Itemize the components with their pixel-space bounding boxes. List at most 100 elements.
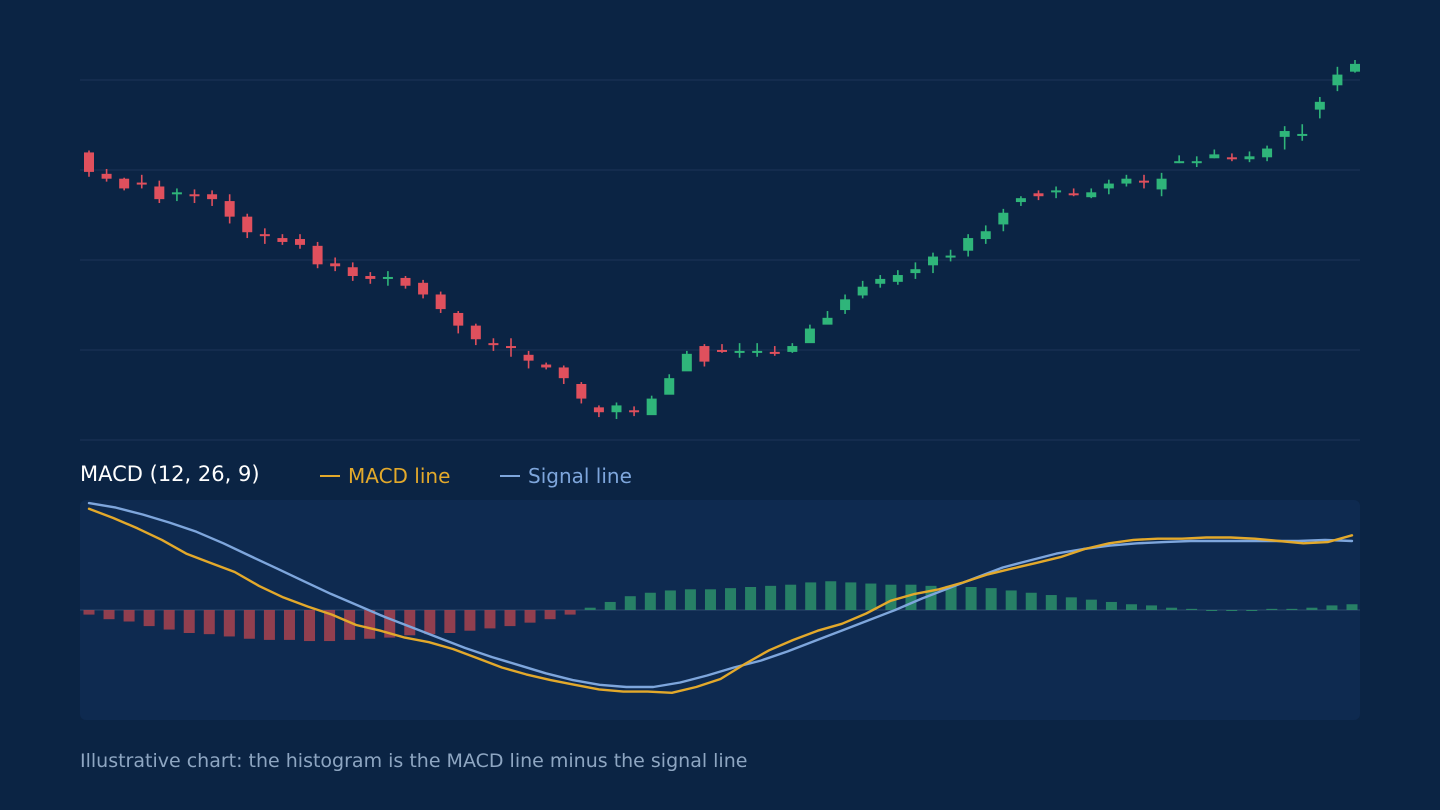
histogram-bar-positive [785,584,797,610]
candle-down [365,276,376,279]
histogram-bar-positive [624,596,636,610]
candle-down [506,346,516,349]
candle-down [1033,193,1044,197]
candle-down [189,194,200,197]
candle-up [1086,192,1097,198]
candle-up [646,398,657,416]
histogram-bar-positive [1005,590,1017,610]
candle-down [488,343,499,346]
candle-up [1051,190,1062,193]
histogram-bar-positive [1246,610,1258,611]
candle-up [1244,156,1255,160]
histogram-bar-negative [484,610,496,629]
candle-down [470,325,481,340]
chart-caption: Illustrative chart: the histogram is the… [80,750,748,772]
histogram-bar-positive [765,585,777,610]
candle-up [787,346,798,352]
candle-up [1015,198,1026,203]
histogram-bar-positive [604,601,616,610]
candle-up [171,192,182,195]
histogram-bar-positive [1346,604,1358,610]
histogram-bar-positive [805,582,817,610]
candle-down [207,194,218,200]
histogram-bar-positive [644,592,656,610]
histogram-bar-negative [283,610,295,640]
histogram-bar-positive [1266,608,1278,610]
candle-down [136,182,147,185]
histogram-bar-positive [1045,595,1057,610]
candle-up [1262,148,1273,158]
histogram-bar-positive [725,588,737,610]
histogram-bar-positive [664,590,676,610]
candle-up [998,212,1009,225]
histogram-bar-negative [263,610,275,640]
histogram-bar-negative [123,610,135,622]
candle-up [382,276,393,279]
candle-down [224,201,235,217]
candle-down [259,234,270,237]
histogram-bar-negative [344,610,356,640]
histogram-bar-positive [1125,604,1137,610]
candle-up [963,238,974,251]
candle-down [1139,180,1149,183]
candle-down [277,238,288,242]
candle-up [1191,161,1202,164]
legend-macd-swatch [320,475,340,477]
candle-up [822,317,833,325]
histogram-bar-negative [143,610,155,627]
histogram-bar-positive [1186,608,1198,610]
candle-up [681,353,692,372]
histogram-bar-positive [865,583,877,610]
candle-down [84,152,94,172]
histogram-bar-negative [223,610,235,637]
histogram-bar-positive [1226,610,1238,611]
candle-down [523,354,534,361]
histogram-bar-positive [945,585,957,610]
histogram-bar-negative [564,610,576,615]
candle-down [453,312,464,326]
histogram-bar-positive [965,587,977,610]
histogram-bar-positive [925,585,937,610]
histogram-bar-positive [1326,605,1338,610]
histogram-bar-negative [544,610,556,620]
histogram-bar-positive [584,607,596,610]
histogram-bar-negative [304,610,316,642]
macd-panel-title: MACD (12, 26, 9) [80,462,260,486]
candle-down [330,263,341,267]
candle-up [945,255,956,258]
candle-up [840,299,851,311]
histogram-bar-negative [424,610,436,635]
candle-down [629,410,640,413]
candle-down [101,173,112,179]
legend-signal-label: Signal line [528,464,632,488]
candle-up [611,405,622,413]
candle-down [295,239,305,245]
candle-down [576,384,587,399]
histogram-bar-negative [203,610,215,635]
histogram-bar-positive [1306,607,1318,610]
histogram-bar-positive [1166,607,1178,610]
candle-up [1121,178,1132,184]
histogram-bar-positive [825,581,837,610]
histogram-bar-negative [83,610,95,615]
histogram-bar-positive [1206,610,1218,611]
histogram-bar-negative [103,610,115,620]
histogram-bar-negative [404,610,416,636]
legend-signal-swatch [500,475,520,477]
histogram-bar-negative [183,610,195,633]
legend-signal-line: Signal line [500,464,632,488]
histogram-bar-negative [324,610,336,642]
histogram-bar-negative [444,610,456,633]
candle-down [1226,157,1237,160]
histogram-bar-positive [985,588,997,610]
candle-down [1068,193,1079,196]
candle-up [857,286,868,296]
histogram-bar-negative [364,610,376,639]
candle-up [1103,183,1114,189]
candle-up [1279,131,1290,137]
histogram-bar-positive [885,584,897,610]
histogram-bar-positive [745,587,757,610]
histogram-bar-negative [243,610,255,639]
histogram-bar-negative [163,610,175,630]
histogram-bar-positive [845,582,857,610]
